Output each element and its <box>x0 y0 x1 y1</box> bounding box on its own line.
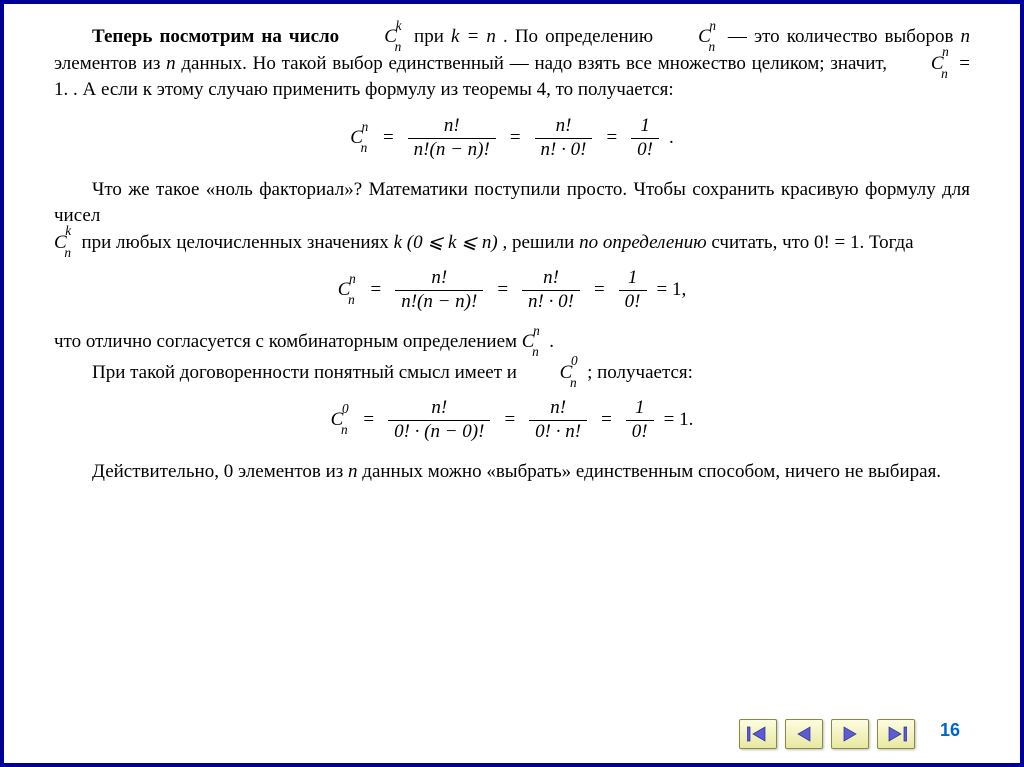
text: , решили <box>502 232 579 253</box>
inline-math: n <box>166 53 176 74</box>
paragraph-1: Теперь посмотрим на число Ckn при k = n … <box>54 24 970 104</box>
symbol-Cnn: Cnn <box>660 24 721 51</box>
text: . <box>549 331 554 352</box>
nav-buttons <box>739 719 915 749</box>
formula-3: C0n = n!0! · (n − 0)! = n!0! · n! = 10! … <box>54 398 970 443</box>
text: ; получается: <box>587 362 693 383</box>
paragraph-4: При такой договоренности понятный смысл … <box>54 360 970 387</box>
text: . По определению <box>503 26 660 47</box>
paragraph-5: Действительно, 0 элементов из n данных м… <box>54 459 970 486</box>
text: данных можно «выбрать» единственным спос… <box>362 461 941 482</box>
prev-icon <box>793 726 815 742</box>
nav-next-button[interactable] <box>831 719 869 749</box>
text: Теперь посмотрим на число <box>92 26 346 47</box>
text: При такой договоренности понятный смысл … <box>92 362 522 383</box>
first-icon <box>747 726 769 742</box>
text: что отлично согласуется с комбинаторным … <box>54 331 522 352</box>
paragraph-3: что отлично согласуется с комбинаторным … <box>54 329 970 356</box>
next-icon <box>839 726 861 742</box>
text: при <box>414 26 451 47</box>
inline-math: k (0 ⩽ k ⩽ n) <box>394 232 498 253</box>
text: Что же такое «ноль факториал»? Математик… <box>54 177 970 230</box>
nav-first-button[interactable] <box>739 719 777 749</box>
last-icon <box>885 726 907 742</box>
symbol-Cnk: Ckn <box>346 24 407 51</box>
formula-2: Cnn = n!n!(n − n)! = n!n! · 0! = 10! = 1… <box>54 268 970 313</box>
text: элементов из <box>54 53 166 74</box>
text: данных. Но такой выбор единственный — на… <box>181 53 892 74</box>
nav-last-button[interactable] <box>877 719 915 749</box>
inline-math: k = n <box>451 26 496 47</box>
text: Действительно, 0 элементов из <box>92 461 348 482</box>
symbol-Cnn: Cnn <box>893 51 954 78</box>
symbol-Cnk: Ckn <box>54 230 77 257</box>
text: . А если к этому случаю применить формул… <box>73 79 674 100</box>
page-number: 16 <box>940 720 960 741</box>
inline-math: n <box>348 461 358 482</box>
symbol-Cn0: C0n <box>522 360 583 387</box>
text: при любых целочисленных значениях <box>81 232 393 253</box>
formula-1: Cnn = n!n!(n − n)! = n!n! · 0! = 10! . <box>54 116 970 161</box>
inline-math: n <box>961 26 971 47</box>
body-text: Теперь посмотрим на число Ckn при k = n … <box>54 24 970 486</box>
slide-frame: Теперь посмотрим на число Ckn при k = n … <box>0 0 1024 767</box>
text: считать, что 0! = 1. Тогда <box>711 232 913 253</box>
paragraph-2: Что же такое «ноль факториал»? Математик… <box>54 177 970 257</box>
nav-prev-button[interactable] <box>785 719 823 749</box>
text-italic: по определению <box>579 232 707 253</box>
